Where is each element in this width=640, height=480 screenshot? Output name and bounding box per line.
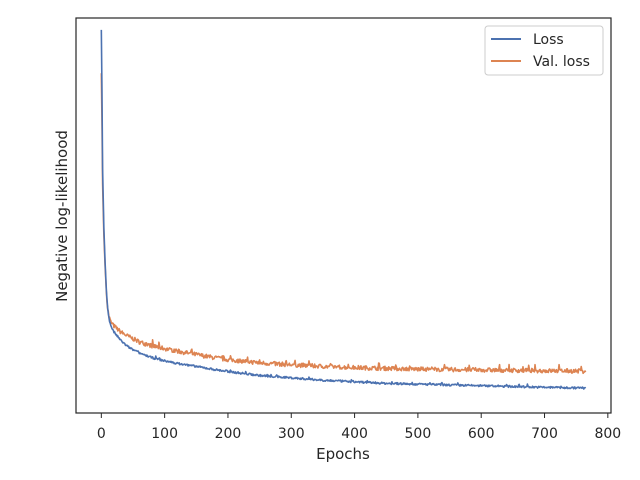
x-tick-label: 500 (405, 426, 432, 442)
series-line-loss (100, 29, 587, 390)
x-tick-label: 800 (594, 426, 621, 442)
x-tick-label: 400 (341, 426, 368, 442)
series-line-val-loss (100, 73, 587, 375)
x-tick-label: 0 (97, 426, 106, 442)
x-tick-label: 300 (278, 426, 305, 442)
x-tick-label: 200 (215, 426, 242, 442)
x-axis-ticks: 0 100 200 300 400 500 600 700 800 (97, 413, 621, 442)
legend-label: Val. loss (533, 54, 590, 70)
x-tick-label: 600 (468, 426, 495, 442)
plot-lines (100, 29, 587, 390)
x-tick-label: 700 (531, 426, 558, 442)
plot-area-frame (75, 17, 612, 414)
legend[interactable]: Loss Val. loss (484, 25, 604, 76)
legend-label: Loss (533, 32, 564, 48)
x-axis-label: Epochs (316, 445, 370, 463)
x-tick-label: 100 (151, 426, 178, 442)
y-axis-label: Negative log-likelihood (53, 130, 71, 302)
